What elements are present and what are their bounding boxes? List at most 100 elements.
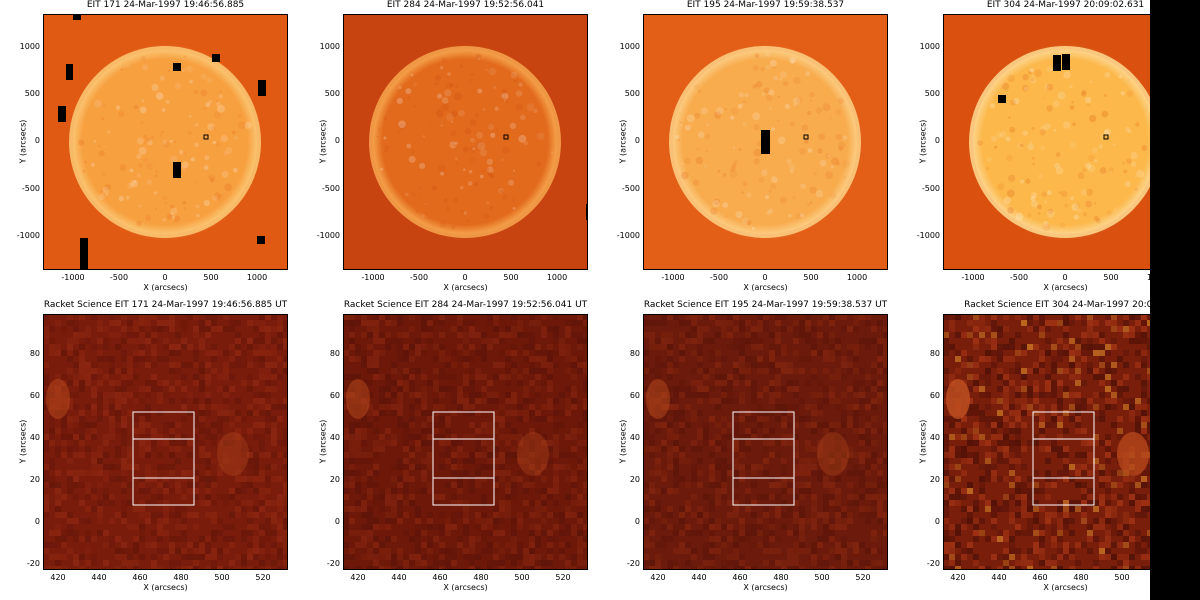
y-tick-label: 0 [934, 136, 940, 145]
y-tick-label: 1000 [19, 42, 40, 51]
x-tick-label: 500 [1114, 573, 1130, 582]
x-tick-label: 0 [1062, 273, 1068, 282]
plot-frame [43, 314, 288, 570]
target-marker [1103, 134, 1109, 140]
y-tick-label: -1000 [916, 231, 940, 240]
data-dropout-block [212, 54, 220, 62]
solar-image [343, 14, 588, 270]
y-tick-label: -20 [26, 559, 40, 568]
solar-disk [373, 50, 557, 234]
x-tick-label: 500 [514, 573, 530, 582]
x-tick-label: 440 [991, 573, 1007, 582]
panel-title: EIT 171 24-Mar-1997 19:46:56.885 [86, 0, 245, 10]
image-background [343, 314, 588, 570]
panel-title: Racket Science EIT 195 24-Mar-1997 19:59… [643, 300, 888, 310]
y-axis-label: Y (arcsecs) [318, 419, 328, 464]
x-tick-label: 420 [50, 573, 66, 582]
x-tick-label: -500 [409, 273, 429, 282]
x-tick-label: 500 [1103, 273, 1119, 282]
y-tick-label: 0 [34, 517, 40, 526]
x-tick-label: 500 [203, 273, 219, 282]
y-axis-label: Y (arcsecs) [318, 119, 328, 164]
x-tick-label: -1000 [361, 273, 385, 282]
y-tick-label: 0 [334, 136, 340, 145]
plot-frame [643, 314, 888, 570]
x-tick-label: 520 [255, 573, 271, 582]
x-tick-label: 480 [473, 573, 489, 582]
x-tick-label: 480 [1073, 573, 1089, 582]
x-tick-label: 1000 [846, 273, 868, 282]
data-dropout-block [257, 236, 265, 244]
y-tick-label: 40 [629, 433, 640, 442]
x-tick-label: 420 [950, 573, 966, 582]
bright-patch [217, 432, 249, 476]
x-tick-label: -1000 [661, 273, 685, 282]
x-tick-label: 500 [803, 273, 819, 282]
bright-patch [946, 379, 970, 419]
y-tick-label: 80 [329, 349, 340, 358]
target-marker [503, 134, 509, 140]
x-tick-label: 420 [350, 573, 366, 582]
x-axis-label: X (arcsecs) [443, 583, 488, 592]
x-axis-label: X (arcsecs) [1043, 283, 1088, 292]
y-tick-label: -1000 [616, 231, 640, 240]
zoomed-image-canvas [943, 314, 1188, 570]
y-tick-label: -1000 [316, 231, 340, 240]
y-axis-label: Y (arcsecs) [18, 419, 28, 464]
panel-title: EIT 195 24-Mar-1997 19:59:38.537 [686, 0, 845, 10]
x-tick-label: 500 [814, 573, 830, 582]
slit-box [432, 411, 495, 506]
x-tick-label: -500 [1009, 273, 1029, 282]
x-axis-label: X (arcsecs) [743, 583, 788, 592]
zoomed-image-canvas [643, 314, 888, 570]
y-axis-label: Y (arcsecs) [618, 419, 628, 464]
x-tick-label: 460 [1032, 573, 1048, 582]
x-tick-label: 500 [214, 573, 230, 582]
solar-image [43, 14, 288, 270]
y-tick-label: 80 [929, 349, 940, 358]
x-tick-label: -500 [709, 273, 729, 282]
slit-box [132, 411, 195, 506]
y-tick-label: -500 [921, 184, 940, 193]
y-tick-label: 40 [929, 433, 940, 442]
panel-title: Racket Science EIT 284 24-Mar-1997 19:52… [343, 300, 588, 310]
x-tick-label: 0 [162, 273, 168, 282]
y-tick-label: 1000 [619, 42, 640, 51]
zoomed-image-canvas [343, 314, 588, 570]
data-dropout-block [1053, 55, 1061, 71]
solar-image-canvas [43, 14, 288, 270]
bright-patch [517, 432, 549, 476]
x-tick-label: 420 [650, 573, 666, 582]
zoomed-image [343, 314, 588, 570]
zoomed-image [943, 314, 1188, 570]
data-dropout-block [173, 162, 181, 178]
bright-patch [346, 379, 370, 419]
target-marker [803, 134, 809, 140]
x-tick-label: 520 [555, 573, 571, 582]
y-tick-label: 40 [29, 433, 40, 442]
data-dropout-block [1062, 54, 1070, 70]
y-tick-label: 60 [629, 391, 640, 400]
y-tick-label: -20 [326, 559, 340, 568]
y-tick-label: 500 [24, 89, 40, 98]
y-tick-label: 80 [29, 349, 40, 358]
y-tick-label: -1000 [16, 231, 40, 240]
y-tick-label: -20 [626, 559, 640, 568]
y-axis-label: Y (arcsecs) [918, 119, 928, 164]
y-axis-label: Y (arcsecs) [618, 119, 628, 164]
y-tick-label: 1000 [319, 42, 340, 51]
x-tick-label: 460 [732, 573, 748, 582]
plot-frame [343, 14, 588, 270]
y-tick-label: 0 [634, 136, 640, 145]
plot-frame [643, 14, 888, 270]
x-tick-label: 480 [173, 573, 189, 582]
y-tick-label: -20 [926, 559, 940, 568]
slit-box [732, 411, 795, 506]
solar-disk [973, 50, 1157, 234]
plot-frame [343, 314, 588, 570]
black-edge-bar [1150, 0, 1200, 600]
x-tick-label: -1000 [961, 273, 985, 282]
target-marker [203, 134, 209, 140]
x-tick-label: -500 [109, 273, 129, 282]
x-tick-label: 0 [462, 273, 468, 282]
